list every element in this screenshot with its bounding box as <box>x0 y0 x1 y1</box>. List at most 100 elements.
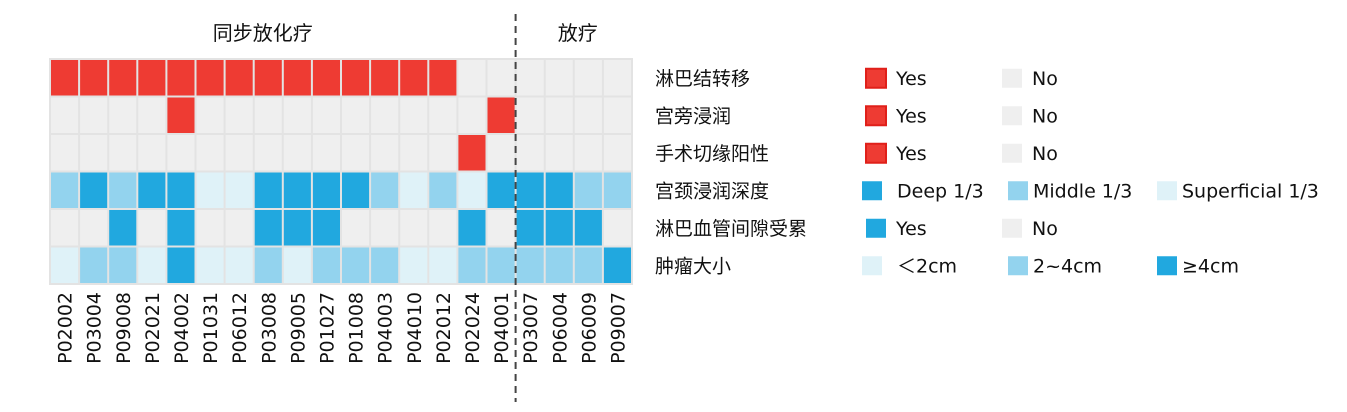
heatmap-cell <box>167 172 195 208</box>
heatmap-cell <box>283 210 311 246</box>
heatmap-cell <box>138 135 166 171</box>
column-label: P01031 <box>200 292 222 364</box>
row-label: 肿瘤大小 <box>655 255 731 277</box>
heatmap-cell <box>138 60 166 96</box>
heatmap-cell <box>254 60 282 96</box>
heatmap-cell <box>80 97 108 133</box>
heatmap-cell <box>196 60 224 96</box>
heatmap-cell <box>342 172 370 208</box>
heatmap-cell <box>167 247 195 283</box>
heatmap-cell <box>400 97 428 133</box>
legend-label: ≥4cm <box>1182 255 1239 277</box>
heatmap-cell <box>312 172 340 208</box>
legend-swatch <box>1002 218 1022 238</box>
heatmap-cell <box>487 247 515 283</box>
heatmap-cell <box>51 210 79 246</box>
heatmap-cell <box>574 210 602 246</box>
heatmap-cell <box>545 135 573 171</box>
legend-swatch <box>862 256 882 276</box>
heatmap-cell <box>167 210 195 246</box>
column-label: P04002 <box>171 292 193 364</box>
heatmap-cell <box>545 210 573 246</box>
column-label: P03007 <box>520 292 542 364</box>
legend-label: No <box>1032 218 1058 240</box>
heatmap-cell <box>196 135 224 171</box>
heatmap-cell <box>283 97 311 133</box>
heatmap-cell <box>51 97 79 133</box>
heatmap-cell <box>574 247 602 283</box>
row-label: 淋巴结转移 <box>655 68 750 90</box>
grid-background <box>49 58 633 285</box>
heatmap-cell <box>254 247 282 283</box>
legend-swatch <box>865 105 887 127</box>
heatmap-cell <box>371 247 399 283</box>
column-label: P02024 <box>462 292 484 364</box>
group-header: 同步放化疗 <box>213 21 313 45</box>
heatmap-cell <box>429 172 457 208</box>
column-label: P06004 <box>549 292 571 364</box>
heatmap-cell <box>574 60 602 96</box>
column-label: P02021 <box>142 292 164 364</box>
heatmap-cell <box>603 210 631 246</box>
row-label: 淋巴血管间隙受累 <box>655 218 807 240</box>
heatmap-cell <box>429 135 457 171</box>
heatmap-cell <box>429 210 457 246</box>
heatmap-cell <box>312 97 340 133</box>
heatmap-cell <box>225 97 253 133</box>
column-label: P02002 <box>55 292 77 364</box>
heatmap-cell <box>487 97 515 133</box>
heatmap-cell <box>574 97 602 133</box>
heatmap-cell <box>312 210 340 246</box>
heatmap-cell <box>516 172 544 208</box>
heatmap-cell <box>51 247 79 283</box>
heatmap-cell <box>545 247 573 283</box>
heatmap-cell <box>196 247 224 283</box>
heatmap-cell <box>283 247 311 283</box>
heatmap-cell <box>516 210 544 246</box>
column-label: P09005 <box>287 292 309 364</box>
heatmap-cell <box>109 210 137 246</box>
legend-label: No <box>1032 68 1058 90</box>
legend-label: Middle 1/3 <box>1033 180 1132 202</box>
heatmap-cell <box>254 135 282 171</box>
heatmap-cell <box>109 135 137 171</box>
heatmap-cell <box>254 210 282 246</box>
heatmap-cell <box>254 97 282 133</box>
heatmap-cell <box>225 172 253 208</box>
heatmap-cell <box>283 135 311 171</box>
heatmap-cell <box>283 60 311 96</box>
heatmap-cell <box>516 60 544 96</box>
heatmap-cell <box>312 247 340 283</box>
heatmap-cell <box>138 247 166 283</box>
heatmap-cell <box>80 60 108 96</box>
heatmap-cell <box>545 60 573 96</box>
column-label: P01027 <box>316 292 338 364</box>
heatmap-cell <box>458 60 486 96</box>
legend-label: Deep 1/3 <box>897 180 984 202</box>
column-label: P06012 <box>229 292 251 364</box>
heatmap-cell <box>283 172 311 208</box>
heatmap-cell <box>371 210 399 246</box>
group-header: 放疗 <box>558 21 598 45</box>
heatmap-cell <box>574 135 602 171</box>
heatmap-cell <box>487 210 515 246</box>
row-label: 宫颈浸润深度 <box>655 180 769 202</box>
heatmap-cell <box>196 172 224 208</box>
heatmap-cell <box>342 60 370 96</box>
heatmap-cell <box>545 97 573 133</box>
legend-label: No <box>1032 105 1058 127</box>
heatmap-cell <box>51 172 79 208</box>
heatmap-cell <box>109 172 137 208</box>
heatmap-cell <box>400 247 428 283</box>
legend-label: 2~4cm <box>1033 255 1102 277</box>
heatmap-cell <box>371 135 399 171</box>
heatmap-cell <box>342 135 370 171</box>
heatmap-cell <box>458 135 486 171</box>
legend-swatch <box>1157 256 1177 276</box>
heatmap-cell <box>429 247 457 283</box>
legend-label: Yes <box>895 143 927 165</box>
legend-label: Yes <box>895 218 927 240</box>
legend-swatch <box>1157 181 1177 201</box>
legend-swatch <box>1008 181 1028 201</box>
